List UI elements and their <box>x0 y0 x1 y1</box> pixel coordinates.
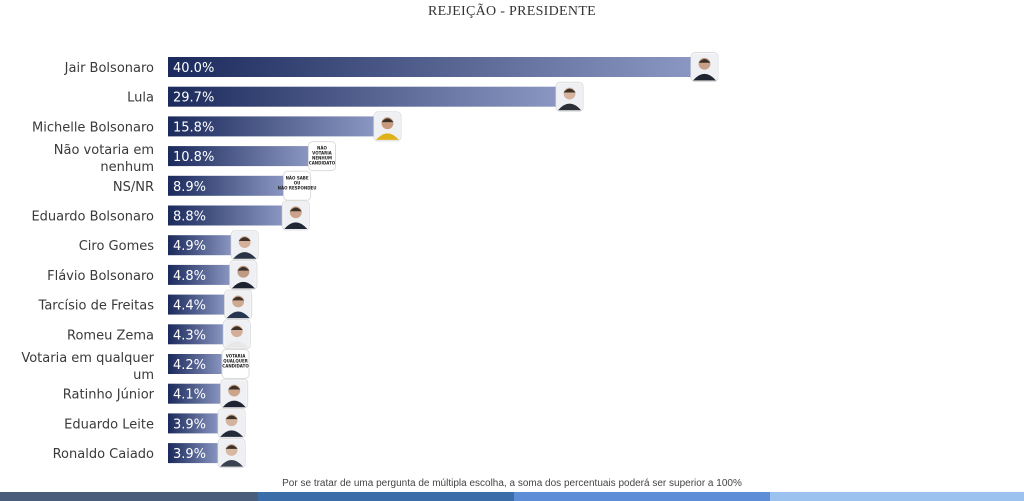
bar-value-label: 4.4% <box>173 299 206 314</box>
strip-segment <box>770 492 1024 501</box>
strip-segment <box>514 492 770 501</box>
person-photo-icon <box>217 408 246 439</box>
badge-text: NÃO RESPONDEU <box>278 185 317 190</box>
bar-value-label: 3.9% <box>173 417 206 432</box>
badge-text: VOTARIA <box>226 354 247 359</box>
category-label: Eduardo Bolsonaro <box>31 210 154 225</box>
bar <box>168 86 558 107</box>
bar-value-label: 3.9% <box>173 447 206 462</box>
bar-value-label: 8.8% <box>173 210 206 225</box>
badge-text: NÃO SABE <box>286 175 309 180</box>
bar-row: Jair Bolsonaro 40.0% <box>64 52 719 82</box>
bar <box>168 57 692 77</box>
person-photo-icon <box>224 289 253 320</box>
badge-text: CANDIDATO <box>309 161 336 166</box>
person-photo-icon <box>220 378 249 409</box>
bar-value-label: 4.9% <box>173 239 206 254</box>
bar-row: Michelle Bolsonaro 15.8% <box>32 111 402 142</box>
bar-row: Tarcísio de Freitas 4.4% <box>38 289 253 320</box>
category-label: Não votaria em nenhum <box>54 143 154 175</box>
bar-value-label: 4.8% <box>173 269 206 284</box>
bar-row: Flávio Bolsonaro 4.8% <box>47 259 258 290</box>
chart-title: REJEIÇÃO - PRESIDENTE <box>427 4 597 19</box>
bar <box>168 413 220 434</box>
bar-row: Lula 29.7% <box>127 81 584 112</box>
bottom-decorative-strip <box>0 492 1024 501</box>
bar <box>168 354 224 374</box>
bar <box>168 443 220 464</box>
badge-text: OU <box>294 180 301 185</box>
category-label: Romeu Zema <box>67 328 154 343</box>
category-label: Flávio Bolsonaro <box>47 269 154 284</box>
bar <box>168 383 222 404</box>
bar-row: Ronaldo Caiado 3.9% <box>53 438 246 469</box>
strip-segment <box>0 492 258 501</box>
bar-value-label: 8.9% <box>173 180 206 195</box>
category-label: Tarcísio de Freitas <box>38 299 155 314</box>
bar-value-label: 10.8% <box>173 150 214 165</box>
bar-row: Eduardo Bolsonaro 8.8% <box>31 200 310 231</box>
person-photo-icon <box>373 111 402 142</box>
person-photo-icon <box>217 438 246 469</box>
footnote: Por se tratar de uma pergunta de múltipl… <box>282 478 742 489</box>
bar-row: Ciro Gomes 4.9% <box>79 230 259 261</box>
bar-value-label: 40.0% <box>173 61 214 76</box>
person-photo-icon <box>222 319 251 350</box>
bar <box>168 294 226 315</box>
badge-text: QUALQUER <box>223 359 248 364</box>
person-photo-icon <box>281 200 310 231</box>
strip-segment <box>258 492 514 501</box>
badge-text: NENHUM <box>312 156 332 161</box>
category-label: Michelle Bolsonaro <box>32 120 154 135</box>
category-label: Ronaldo Caiado <box>53 447 154 462</box>
category-label: Eduardo Leite <box>64 417 154 432</box>
bar-row: Romeu Zema 4.3% <box>67 319 251 350</box>
category-label: NS/NR <box>113 180 154 195</box>
bar-row: Eduardo Leite 3.9% <box>64 408 246 439</box>
bar <box>168 235 233 256</box>
badge-text: NÃO <box>317 146 327 151</box>
category-label: Lula <box>127 91 154 106</box>
bar-row: Não votaria em nenhum 10.8% NÃOVOTARIANENHU… <box>54 141 336 175</box>
bar <box>168 146 310 167</box>
category-label: Ciro Gomes <box>79 239 155 254</box>
bar <box>168 175 285 196</box>
bar <box>168 324 225 345</box>
bar-value-label: 4.2% <box>173 358 206 373</box>
person-photo-icon <box>690 52 719 82</box>
bar <box>168 205 284 226</box>
person-photo-icon <box>229 259 258 290</box>
bar-row: Votaria em qualquer um 4.2% VOTARIAQUALQUER… <box>21 349 250 383</box>
bar-value-label: 29.7% <box>173 91 214 106</box>
bar-value-label: 4.3% <box>173 328 206 343</box>
bar <box>168 116 375 137</box>
bar-chart: Jair Bolsonaro 40.0% Lula 29.7% Michelle Bol… <box>21 52 719 469</box>
bar-row: Ratinho Júnior 4.1% <box>63 378 249 409</box>
category-label: Votaria em qualquer um <box>21 351 154 383</box>
badge-text: CANDIDATO <box>222 364 249 369</box>
person-photo-icon <box>555 81 584 112</box>
person-photo-icon <box>230 230 259 261</box>
badge-text: VOTARIA <box>312 151 333 156</box>
category-label: Ratinho Júnior <box>63 388 155 403</box>
bar <box>168 264 231 285</box>
category-label: Jair Bolsonaro <box>64 61 154 76</box>
bar-value-label: 15.8% <box>173 120 214 135</box>
bar-value-label: 4.1% <box>173 388 206 403</box>
